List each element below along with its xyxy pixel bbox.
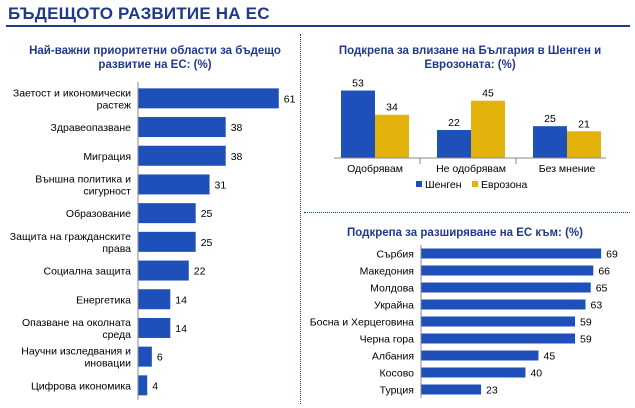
schengen-value-label: 22 xyxy=(448,117,460,129)
enlargement-country-label: Сърбия xyxy=(376,249,414,261)
schengen-eurozone-chart: 53 34 Одобрявам 22 45 Не одобрявам 25 21 Без мне… xyxy=(334,78,606,191)
legend-swatch-yellow xyxy=(472,181,478,187)
enlargement-country-label: Украйна xyxy=(374,300,414,312)
schengen-category-label: Не одобрявам xyxy=(436,163,506,175)
enlargement-country-label: Албания xyxy=(372,351,414,363)
priority-value-label: 6 xyxy=(157,352,163,364)
priority-value-label: 25 xyxy=(201,208,213,220)
enlargement-country-label: Турция xyxy=(380,385,414,397)
schengen-value-label: 45 xyxy=(482,88,494,100)
legend-label: Шенген xyxy=(425,179,462,191)
vertical-divider xyxy=(300,34,301,404)
priority-category-label: Енергетика xyxy=(76,294,131,306)
enlargement-value-label: 59 xyxy=(580,334,592,346)
schengen-bar-yellow xyxy=(567,131,601,158)
enlargement-country-label: Молдова xyxy=(370,283,414,295)
priority-bar xyxy=(138,260,189,281)
enlargement-bar xyxy=(421,248,602,259)
priority-category-label: Образование xyxy=(66,208,131,220)
priority-category-label: Научни изследвания и иновации xyxy=(21,346,131,370)
priority-category-label: Цифрова икономика xyxy=(31,380,131,392)
priorities-chart-title: Най-важни приоритетни области за бъдещо … xyxy=(29,45,281,71)
enlargement-bar xyxy=(421,384,482,395)
priority-bar xyxy=(138,117,226,138)
priority-value-label: 14 xyxy=(175,294,187,306)
schengen-bar-blue xyxy=(341,90,375,158)
legend-label: Еврозона xyxy=(481,179,527,191)
priority-category-label: Защита на гражданските права xyxy=(10,231,131,255)
enlargement-bar xyxy=(421,299,586,310)
priority-category-label: Социална защита xyxy=(43,266,131,278)
schengen-bar-yellow xyxy=(471,100,505,158)
enlargement-chart: Сърбия 69 Македония 66 Молдова 65 Украйна 63 Бос… xyxy=(310,245,618,398)
enlargement-bar xyxy=(421,367,526,378)
enlargement-value-label: 63 xyxy=(591,300,603,312)
priority-category-label: Здравеопазване xyxy=(51,122,132,134)
enlargement-country-label: Черна гора xyxy=(360,334,415,346)
horizontal-divider xyxy=(304,212,630,213)
priority-category-label: Опазване на околната среда xyxy=(22,317,131,341)
enlargement-value-label: 65 xyxy=(596,283,608,295)
schengen-category-label: Одобрявам xyxy=(347,163,403,175)
schengen-value-label: 34 xyxy=(386,102,398,114)
priority-value-label: 14 xyxy=(175,323,187,335)
enlargement-bar xyxy=(421,316,576,327)
enlargement-country-label: Косово xyxy=(380,368,415,380)
legend-swatch-blue xyxy=(416,181,422,187)
schengen-bar-yellow xyxy=(375,114,409,158)
priority-category-label: Външна политика и сигурност xyxy=(35,173,131,197)
schengen-value-label: 25 xyxy=(544,113,556,125)
enlargement-country-label: Босна и Херцеговина xyxy=(310,317,414,329)
priority-bar xyxy=(138,203,196,224)
enlargement-bar xyxy=(421,333,576,344)
schengen-value-label: 53 xyxy=(352,78,364,90)
enlargement-value-label: 45 xyxy=(544,351,556,363)
enlargement-bar xyxy=(421,350,539,361)
schengen-category-label: Без мнение xyxy=(539,163,596,175)
enlargement-chart-title: Подкрепа за разширяване на ЕС към: (%) xyxy=(347,227,583,239)
priority-category-label: Заетост и икономически растеж xyxy=(13,87,131,111)
schengen-chart-title: Подкрепа за влизане на България в Шенген… xyxy=(338,45,602,71)
priority-value-label: 22 xyxy=(194,266,206,278)
enlargement-value-label: 66 xyxy=(598,266,610,278)
priority-bar xyxy=(138,346,152,367)
priority-value-label: 61 xyxy=(284,93,296,105)
priority-value-label: 31 xyxy=(215,179,227,191)
enlargement-bar xyxy=(421,282,591,293)
schengen-bar-blue xyxy=(533,126,567,158)
priority-category-label: Миграция xyxy=(83,151,131,163)
priority-bar xyxy=(138,88,279,109)
priorities-chart: Заетост и икономически растеж 61 Здравеопаз… xyxy=(10,82,296,400)
schengen-value-label: 21 xyxy=(578,118,590,130)
priority-value-label: 38 xyxy=(231,151,243,163)
page-title: БЪДЕЩОТО РАЗВИТИЕ НА ЕС xyxy=(8,4,270,23)
priority-value-label: 25 xyxy=(201,237,213,249)
enlargement-value-label: 59 xyxy=(580,317,592,329)
enlargement-bar xyxy=(421,265,594,276)
enlargement-value-label: 69 xyxy=(606,249,618,261)
enlargement-country-label: Македония xyxy=(360,266,414,278)
enlargement-value-label: 23 xyxy=(486,385,498,397)
priority-bar xyxy=(138,231,196,252)
priority-bar xyxy=(138,145,226,166)
priority-bar xyxy=(138,289,171,310)
priority-bar xyxy=(138,174,210,195)
schengen-bar-blue xyxy=(437,130,471,158)
priority-bar xyxy=(138,317,171,338)
priority-bar xyxy=(138,375,148,396)
priority-value-label: 4 xyxy=(152,380,158,392)
priority-value-label: 38 xyxy=(231,122,243,134)
enlargement-value-label: 40 xyxy=(530,368,542,380)
title-underline xyxy=(6,25,630,27)
